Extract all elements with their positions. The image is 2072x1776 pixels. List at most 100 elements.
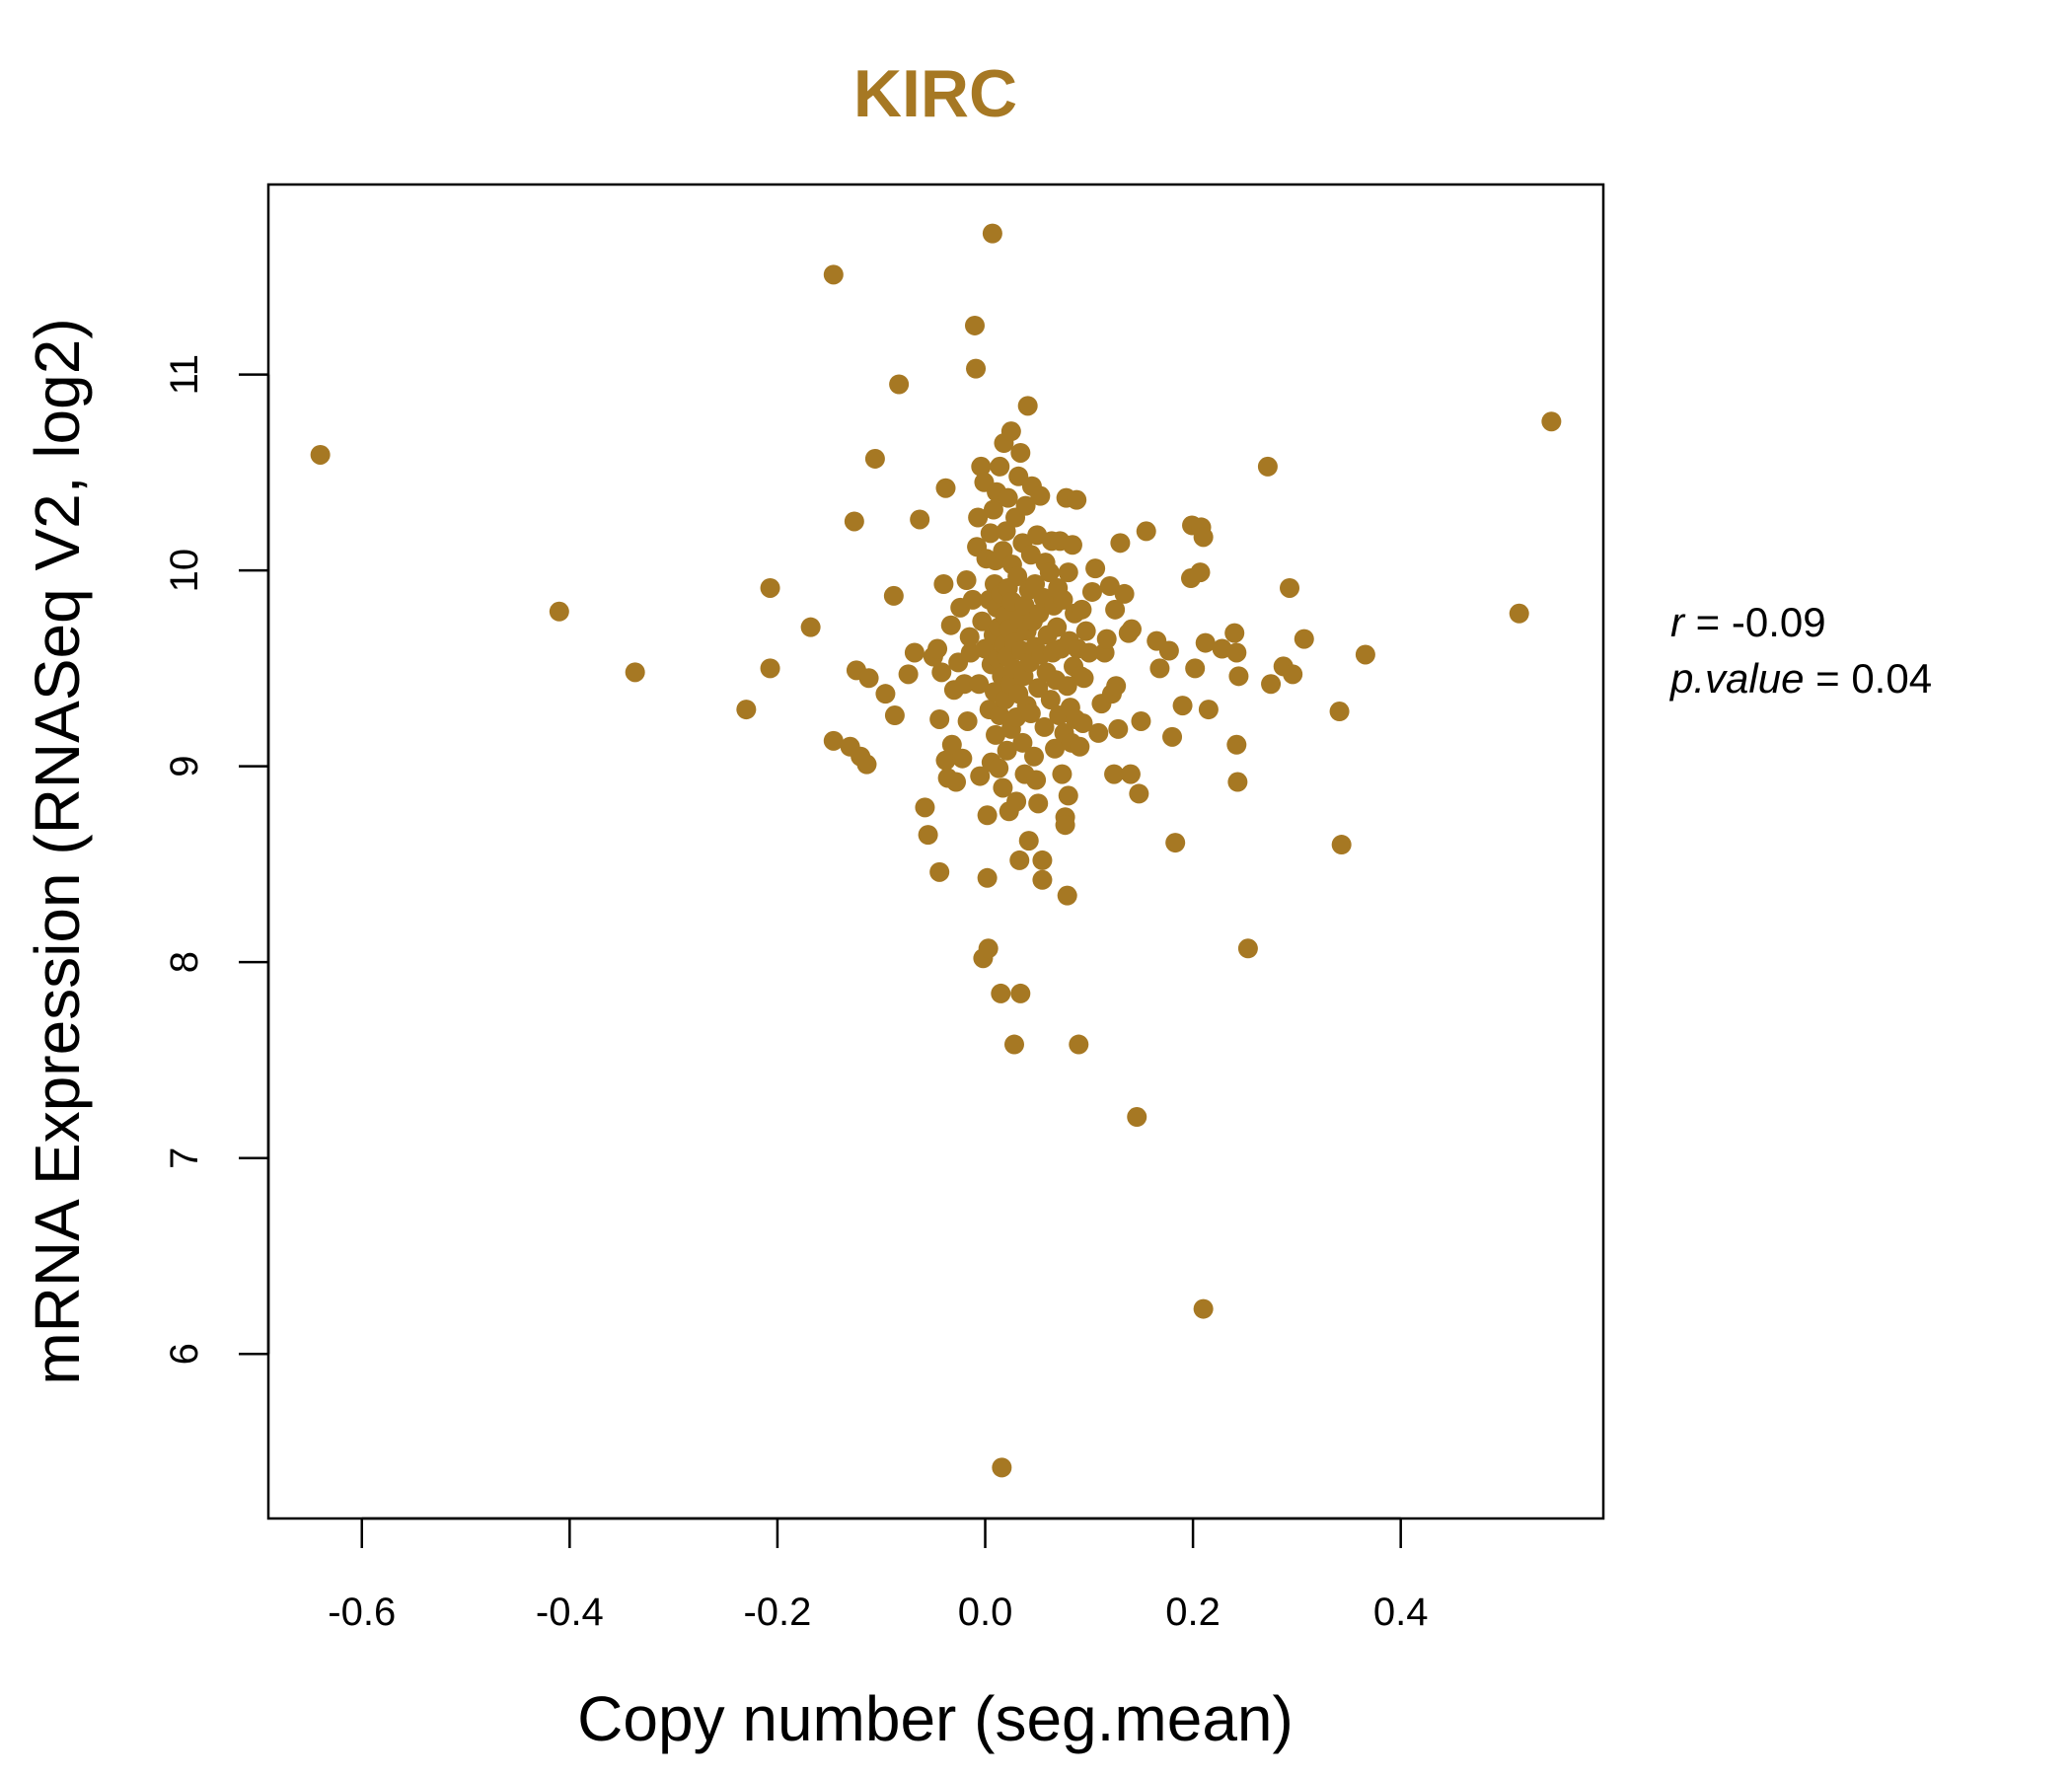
data-point bbox=[1198, 700, 1219, 720]
data-point bbox=[1030, 485, 1051, 506]
data-point bbox=[1331, 835, 1352, 855]
data-point bbox=[1261, 674, 1282, 695]
data-point bbox=[1294, 629, 1314, 649]
data-point bbox=[625, 662, 645, 683]
y-tick-label: 9 bbox=[163, 756, 206, 777]
data-point bbox=[1099, 575, 1120, 596]
data-point bbox=[1020, 545, 1041, 565]
data-point bbox=[1010, 983, 1031, 1003]
data-point bbox=[1028, 793, 1049, 814]
x-tick-label: 0.2 bbox=[1165, 1591, 1221, 1634]
y-axis: 6 7 8 9 10 11 bbox=[163, 354, 270, 1365]
data-point bbox=[883, 585, 904, 606]
data-point bbox=[940, 615, 961, 635]
data-point bbox=[1009, 850, 1030, 870]
p-label: p.value bbox=[1668, 655, 1804, 702]
data-point bbox=[1012, 732, 1033, 753]
data-point bbox=[1067, 489, 1087, 510]
data-point bbox=[864, 448, 885, 469]
data-point bbox=[1190, 562, 1211, 583]
data-point bbox=[1280, 577, 1300, 598]
data-point bbox=[1108, 718, 1129, 739]
data-point bbox=[983, 499, 1003, 520]
data-point bbox=[1053, 589, 1073, 610]
data-point bbox=[980, 523, 1000, 544]
data-point bbox=[1047, 617, 1068, 637]
data-point bbox=[957, 710, 978, 731]
data-point bbox=[1014, 595, 1035, 616]
data-point bbox=[972, 611, 993, 631]
data-point bbox=[977, 867, 998, 888]
data-point bbox=[310, 444, 331, 465]
x-tick-label: -0.4 bbox=[536, 1591, 604, 1634]
data-point bbox=[954, 674, 975, 695]
data-point bbox=[884, 705, 905, 726]
data-point bbox=[1106, 676, 1127, 697]
data-point bbox=[1024, 746, 1045, 767]
data-point bbox=[1509, 603, 1529, 624]
data-point bbox=[941, 734, 962, 755]
data-point bbox=[1081, 581, 1102, 602]
data-point bbox=[915, 797, 935, 818]
data-point bbox=[1075, 621, 1096, 641]
data-point bbox=[1355, 644, 1375, 665]
data-point bbox=[992, 1457, 1012, 1478]
data-point bbox=[968, 507, 989, 528]
y-tick-label: 6 bbox=[163, 1343, 206, 1365]
data-point bbox=[998, 487, 1018, 508]
data-point bbox=[997, 740, 1017, 761]
data-point bbox=[1026, 770, 1047, 790]
data-point bbox=[1039, 562, 1060, 583]
data-point bbox=[1032, 850, 1053, 870]
x-tick-label: -0.2 bbox=[743, 1591, 811, 1634]
data-point bbox=[1226, 642, 1247, 663]
data-point bbox=[1114, 583, 1135, 604]
data-point bbox=[1541, 411, 1562, 432]
data-point bbox=[978, 938, 999, 959]
data-point bbox=[800, 617, 821, 637]
y-tick-label: 11 bbox=[163, 354, 206, 396]
data-point bbox=[991, 983, 1011, 1003]
data-point bbox=[910, 509, 930, 530]
data-point bbox=[549, 601, 569, 622]
r-separator: = bbox=[1684, 599, 1732, 645]
data-point bbox=[964, 315, 985, 335]
data-point bbox=[1105, 599, 1126, 620]
data-point bbox=[844, 511, 864, 532]
plot-frame bbox=[266, 183, 1605, 1520]
data-point bbox=[736, 700, 757, 720]
data-point bbox=[969, 674, 990, 695]
data-point bbox=[1018, 831, 1039, 851]
p-value: 0.04 bbox=[1851, 655, 1932, 702]
data-point bbox=[989, 758, 1009, 778]
data-point bbox=[1283, 664, 1303, 685]
data-point bbox=[952, 748, 973, 769]
data-point bbox=[823, 264, 844, 285]
data-point bbox=[986, 724, 1006, 745]
data-point bbox=[935, 478, 956, 498]
data-point bbox=[1172, 696, 1193, 716]
data-point bbox=[1028, 678, 1049, 699]
data-point bbox=[1185, 658, 1206, 679]
data-point bbox=[1088, 722, 1109, 743]
data-point bbox=[931, 662, 952, 683]
data-point bbox=[1127, 1107, 1147, 1128]
data-point bbox=[1129, 783, 1149, 804]
data-point bbox=[993, 777, 1013, 798]
data-point bbox=[1096, 629, 1117, 649]
data-point bbox=[1165, 833, 1186, 853]
data-point bbox=[929, 861, 950, 882]
data-point bbox=[1052, 764, 1073, 784]
data-point bbox=[990, 456, 1010, 477]
data-point bbox=[1020, 703, 1041, 724]
data-point bbox=[1162, 726, 1183, 747]
data-point bbox=[977, 805, 998, 826]
data-point bbox=[982, 223, 1002, 244]
data-point bbox=[1193, 1298, 1214, 1319]
data-point bbox=[1045, 738, 1066, 759]
y-axis-label: mRNA Expression (RNASeq V2, log2) bbox=[22, 318, 93, 1384]
data-point bbox=[1006, 791, 1027, 812]
x-tick-label: -0.6 bbox=[328, 1591, 396, 1634]
data-point bbox=[1228, 666, 1249, 687]
data-point bbox=[970, 766, 991, 786]
